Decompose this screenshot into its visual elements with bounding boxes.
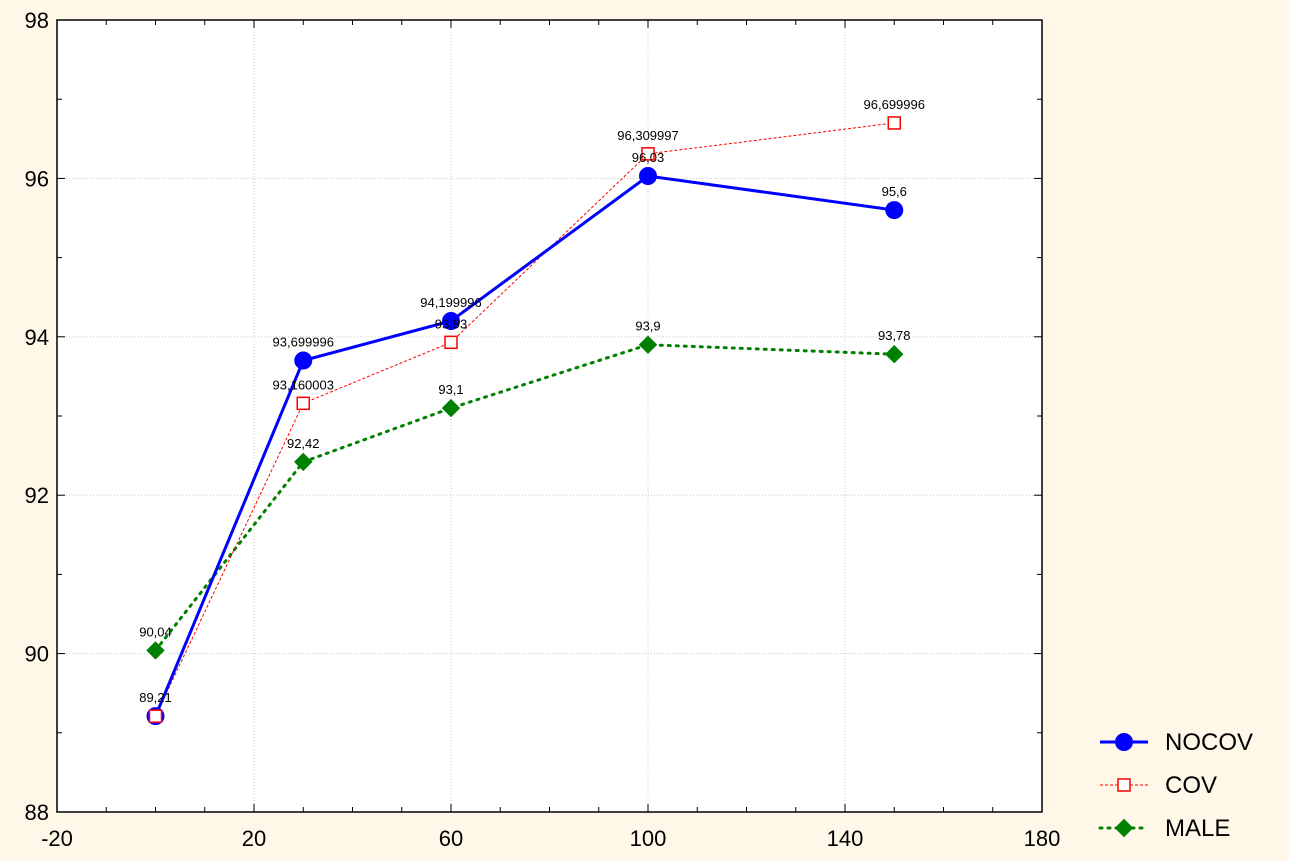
- plot-frame: [56, 19, 1043, 813]
- data-labels: 89,21 93,699996 94,199996 96,03 95,6 93,16000…: [139, 97, 925, 705]
- legend-label: COV: [1165, 772, 1217, 799]
- data-label: 96,699996: [864, 97, 925, 112]
- data-label: 96,03: [632, 150, 665, 165]
- plot-area: [57, 20, 1042, 812]
- data-label: 93,699996: [273, 335, 334, 350]
- markers-male: [146, 335, 904, 660]
- legend-item-male: MALE: [1098, 815, 1230, 842]
- data-point: [294, 351, 313, 370]
- data-label: 89,21: [139, 690, 172, 705]
- data-label: 93,9: [635, 319, 660, 334]
- data-label: 90,04: [139, 624, 172, 639]
- series-line: [154, 343, 896, 652]
- data-point: [294, 452, 313, 472]
- y-tick-label: 96: [25, 166, 49, 191]
- data-label: 94,199996: [420, 295, 481, 310]
- data-point: [148, 709, 163, 723]
- data-label: 96,309997: [617, 128, 678, 143]
- data-point: [296, 396, 310, 411]
- markers-cov: [148, 116, 901, 723]
- legend: NOCOV COV MALE: [1098, 729, 1253, 842]
- legend-label: MALE: [1165, 815, 1230, 842]
- data-point: [641, 147, 655, 161]
- legend-item-nocov: NOCOV: [1100, 729, 1253, 756]
- data-point: [441, 398, 461, 418]
- y-tick-label: 90: [25, 642, 49, 667]
- legend-label: NOCOV: [1165, 729, 1253, 756]
- legend-item-cov: COV: [1100, 772, 1217, 799]
- data-point: [885, 345, 904, 364]
- x-tick-label: 60: [439, 826, 463, 851]
- x-tick-label: 140: [827, 826, 864, 851]
- x-tick-label: 20: [242, 826, 266, 851]
- data-point: [887, 116, 901, 130]
- x-tick-label: -20: [41, 826, 73, 851]
- data-label: 95,6: [882, 184, 907, 199]
- legend-marker: [1115, 733, 1133, 751]
- data-label: 92,42: [287, 436, 320, 451]
- x-tick-label: 180: [1024, 826, 1061, 851]
- data-point: [885, 201, 904, 220]
- axis-tick-labels: -20 20 60 100 140 180 88 90 92 94 96 98: [25, 8, 1061, 851]
- data-label: 93,160003: [273, 377, 334, 392]
- y-tick-label: 92: [25, 483, 49, 508]
- data-point: [442, 311, 460, 330]
- x-tick-label: 100: [630, 826, 667, 851]
- legend-marker: [1114, 818, 1134, 838]
- data-point: [146, 641, 165, 660]
- data-point: [638, 335, 658, 354]
- data-label: 93,93: [435, 316, 468, 331]
- y-tick-label: 88: [25, 800, 49, 825]
- series-male: [154, 343, 896, 652]
- y-tick-label: 98: [25, 8, 49, 33]
- series-layer: [146, 116, 904, 726]
- data-point: [444, 335, 458, 350]
- y-tick-label: 94: [25, 325, 49, 350]
- data-label: 93,1: [438, 382, 463, 397]
- legend-marker: [1117, 778, 1131, 792]
- data-label: 93,78: [878, 328, 911, 343]
- data-point: [639, 167, 657, 186]
